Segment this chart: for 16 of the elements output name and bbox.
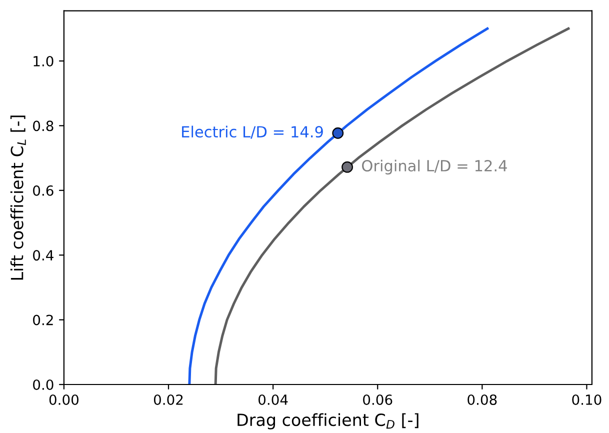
y-tick-label: 0.2: [33, 314, 53, 326]
y-axis-title: Lift coefficient C$_{L}$ [-]: [10, 116, 26, 280]
x-tick-label: 0.10: [572, 394, 602, 405]
x-axis-title: Drag coefficient C$_{D}$ [-]: [238, 413, 418, 430]
x-tick-label: 0.06: [363, 394, 392, 405]
y-tick-label: 0.6: [33, 185, 54, 196]
y-tick-label: 1.0: [34, 56, 54, 66]
x-tick-label: 0.00: [49, 394, 78, 405]
y-tick-label: 0.8: [33, 120, 54, 132]
x-tick-label: 0.04: [258, 394, 288, 405]
y-tick-label: 0.4: [33, 250, 54, 261]
annotation: Electric L/D = 14.9: [182, 126, 323, 139]
x-tick-label: 0.02: [154, 394, 183, 405]
annotation: Original L/D = 12.4: [362, 160, 507, 174]
y-tick-label: 0.0: [33, 379, 54, 390]
x-tick-label: 0.08: [468, 394, 497, 405]
